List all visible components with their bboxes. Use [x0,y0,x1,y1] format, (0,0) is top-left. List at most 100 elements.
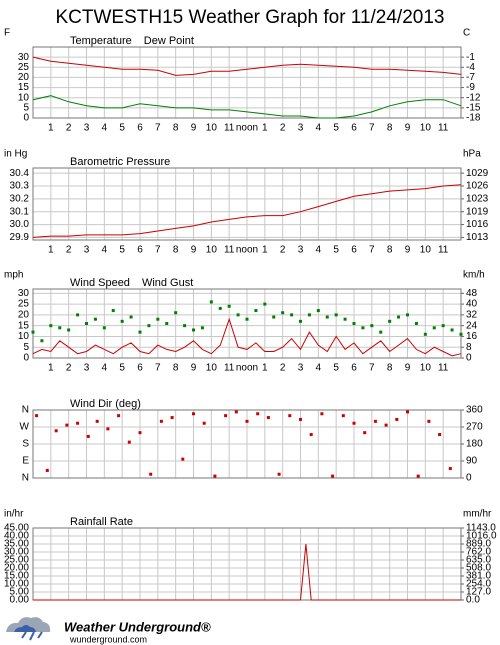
x-tick-label: 1 [262,245,268,256]
x-tick-label: 5 [119,245,125,256]
x-tick-label: 11 [224,245,235,256]
chart-title: KCTWESTH15 Weather Graph for 11/24/2013 [56,7,445,28]
data-point [256,412,260,416]
data-point [406,313,409,317]
x-tick-label: 7 [369,123,375,134]
y2-tick-label: 889.0 [466,539,491,550]
y-tick-label: 40.00 [4,531,29,542]
x-tick-label: 4 [316,363,322,374]
data-point [236,313,240,317]
x-tick-label: 8 [387,123,393,134]
data-point [156,317,160,321]
data-line [32,317,462,357]
x-tick-label: 6 [137,123,143,134]
y-tick-label: 30.1 [10,206,30,217]
data-point [86,434,90,438]
y-tick-label: 5 [23,342,29,353]
x-tick-label: 9 [405,363,411,374]
x-tick-label: noon [236,363,258,374]
data-point [432,326,436,330]
x-tick-label: 7 [155,245,161,256]
data-point [320,412,324,416]
x-tick-label: 1 [48,245,54,256]
data-point [170,416,174,420]
logo-url: wunderground.com [69,634,147,644]
data-point [234,410,238,414]
data-point [245,419,249,423]
x-tick-label: 2 [66,123,72,134]
y-tick-label: 20 [18,72,30,83]
data-point [111,309,115,313]
x-tick-label: 2 [66,245,72,256]
x-tick-label: 6 [351,363,357,374]
y2-tick-label: 48 [466,288,478,299]
y-tick-label: 10 [18,92,30,103]
data-point [263,302,267,306]
data-point [316,309,320,313]
y2-tick-label: 0 [466,353,472,364]
x-tick-label: 10 [420,123,432,134]
y-tick-label: 30.3 [10,181,30,192]
data-point [288,414,292,418]
data-point [165,322,169,325]
x-tick-label: 4 [316,245,322,256]
x-tick-label: 9 [191,123,197,134]
y2-tick-label: 1026 [466,181,489,192]
logo-rain [21,631,43,641]
y-tick-label: S [22,439,29,450]
x-tick-label: 10 [206,123,218,134]
data-point [106,427,110,431]
y2-tick-label: 32 [466,310,478,321]
y2-tick-label: 381.0 [466,571,491,582]
y-tick-label: 20.00 [4,563,29,574]
plot-border [32,409,462,479]
data-line [32,56,462,76]
data-point [363,431,367,435]
x-tick-label: 5 [333,245,339,256]
y-tick-label: 5 [23,102,29,113]
x-tick-label: 3 [84,363,90,374]
x-tick-label: 9 [191,245,197,256]
y-tick-label: 0 [23,113,29,124]
x-tick-label: 7 [369,245,375,256]
x-tick-label: 8 [173,123,179,134]
data-point [384,423,388,427]
x-tick-label: 7 [155,123,161,134]
data-point [341,414,345,418]
y-tick-label: 30.2 [10,193,30,204]
x-tick-label: 8 [387,363,393,374]
data-point [277,472,281,476]
x-tick-label: 4 [102,123,108,134]
y-axis-label: in Hg [4,149,27,160]
data-point [325,315,329,319]
y2-tick-label: 762.0 [466,547,491,558]
x-tick-label: 1 [262,123,268,134]
y-tick-label: W [20,422,30,433]
data-point [49,324,53,328]
data-point [395,417,399,421]
x-tick-label: 1 [48,123,54,134]
data-point [102,326,106,330]
x-tick-label: 10 [420,245,432,256]
x-tick-label: 1 [262,363,268,374]
data-point [35,414,39,418]
data-point [352,421,356,425]
y2-tick-label: 16 [466,331,478,342]
y2-tick-label: 180 [466,439,483,450]
plot-border [32,167,462,241]
data-point [227,304,231,308]
plot-border [32,46,462,119]
y2-tick-label: 1016.0 [466,531,497,542]
y2-tick-label: 1029 [466,168,489,179]
y2-tick-label: 127.0 [466,587,491,598]
y2-axis-label: hPa [463,149,481,160]
y2-tick-label: 1013 [466,232,489,243]
data-point [183,324,187,328]
x-tick-label: 6 [137,245,143,256]
y2-tick-label: 254.0 [466,579,491,590]
data-point [138,431,142,435]
x-tick-label: 3 [84,123,90,134]
x-tick-label: 8 [173,245,179,256]
y-tick-label: 30.0 [10,219,30,230]
y2-axis-label: C [463,28,470,39]
